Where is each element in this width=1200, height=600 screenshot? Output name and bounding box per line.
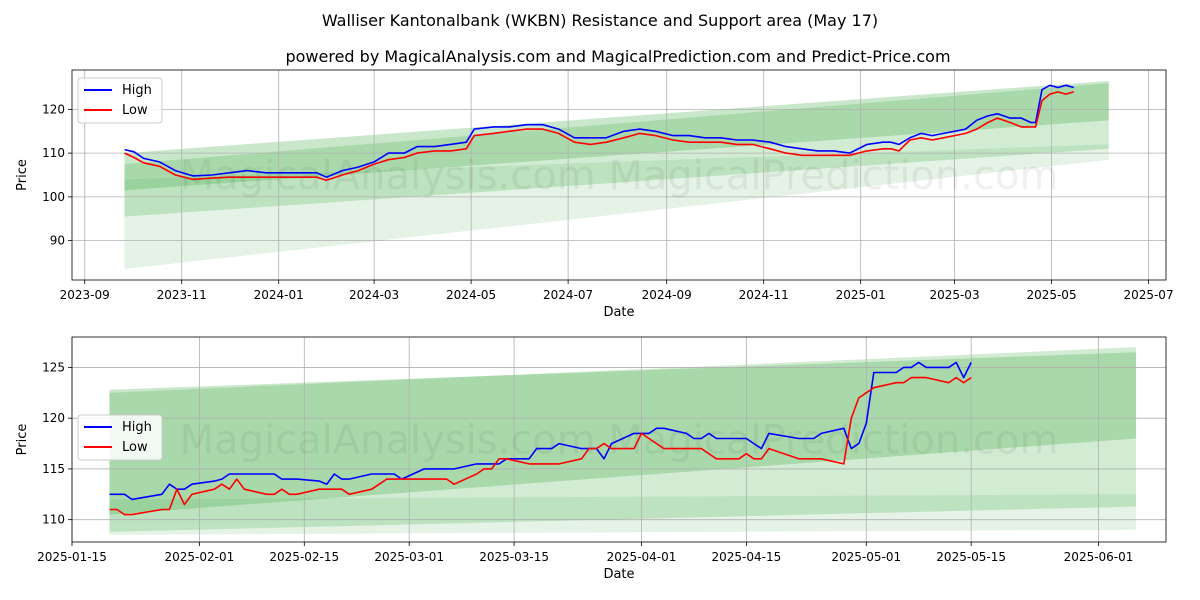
chart-subtitle: powered by MagicalAnalysis.com and Magic… bbox=[285, 47, 950, 66]
panel-bottom: 2025-01-15 2025-02-01 2025-02-15 2025-03-01… bbox=[15, 336, 1167, 582]
x-tick-label: 2025-06-01 bbox=[1064, 550, 1134, 564]
band-area bbox=[109, 494, 1137, 535]
y-tick-label: 120 bbox=[42, 411, 65, 425]
legend: High Low bbox=[77, 414, 163, 461]
band-area bbox=[109, 352, 1137, 515]
plot-frame bbox=[71, 69, 1167, 281]
x-tick-label: 2023-09 bbox=[60, 288, 110, 302]
x-tick-label: 2024-03 bbox=[349, 288, 399, 302]
y-tick-label: 125 bbox=[42, 360, 65, 374]
band-area bbox=[109, 347, 1137, 532]
x-tick-label: 2025-02-15 bbox=[269, 550, 339, 564]
x-tick-label: 2024-07 bbox=[543, 288, 593, 302]
x-tick-label: 2025-03-15 bbox=[479, 550, 549, 564]
x-axis-label: Date bbox=[603, 305, 634, 320]
legend: High Low bbox=[77, 77, 163, 124]
y-axis-label: Price bbox=[15, 424, 30, 456]
x-tick-label: 2024-01 bbox=[254, 288, 304, 302]
legend-label-high: High bbox=[122, 420, 152, 435]
y-tick-label: 110 bbox=[42, 513, 65, 527]
x-tick-label: 2023-11 bbox=[157, 288, 207, 302]
panel-top: 2023-09 2023-11 2024-01 2024-03 2024-05 2024-… bbox=[15, 69, 1174, 320]
y-tick-label: 100 bbox=[42, 190, 65, 204]
series-line-high bbox=[124, 84, 1075, 178]
series-line-high bbox=[109, 361, 972, 501]
y-tick-label: 115 bbox=[42, 462, 65, 476]
legend-label-high: High bbox=[122, 83, 152, 98]
x-tick-label: 2024-05 bbox=[446, 288, 496, 302]
band-area bbox=[124, 144, 1109, 270]
y-tick-label: 120 bbox=[42, 102, 65, 116]
band-area bbox=[124, 83, 1109, 217]
x-tick-label: 2025-02-01 bbox=[165, 550, 235, 564]
x-tick-label: 2024-09 bbox=[642, 288, 692, 302]
series-line-low bbox=[109, 376, 972, 516]
x-tick-label: 2025-07 bbox=[1123, 288, 1173, 302]
legend-label-low: Low bbox=[122, 440, 148, 455]
y-tick-label: 110 bbox=[42, 146, 65, 160]
watermark-text: MagicalAnalysis.com MagicalPrediction.co… bbox=[180, 153, 1059, 199]
x-tick-label: 2024-11 bbox=[739, 288, 789, 302]
x-tick-label: 2025-04-01 bbox=[607, 550, 677, 564]
x-tick-label: 2025-01 bbox=[836, 288, 886, 302]
chart-title: Walliser Kantonalbank (WKBN) Resistance … bbox=[322, 11, 878, 30]
x-tick-label: 2025-04-15 bbox=[712, 550, 782, 564]
x-tick-label: 2025-05 bbox=[1026, 288, 1076, 302]
x-tick-label: 2025-03 bbox=[929, 288, 979, 302]
y-tick-label: 90 bbox=[50, 234, 65, 248]
legend-label-low: Low bbox=[122, 103, 148, 118]
plot-frame bbox=[71, 336, 1167, 543]
x-tick-label: 2025-05-01 bbox=[831, 550, 901, 564]
x-tick-label: 2025-05-15 bbox=[936, 550, 1006, 564]
x-tick-label: 2025-03-01 bbox=[374, 550, 444, 564]
x-tick-label: 2025-01-15 bbox=[37, 550, 107, 564]
y-axis-label: Price bbox=[15, 159, 30, 191]
x-axis-label: Date bbox=[603, 567, 634, 582]
series-line-low bbox=[124, 91, 1075, 182]
